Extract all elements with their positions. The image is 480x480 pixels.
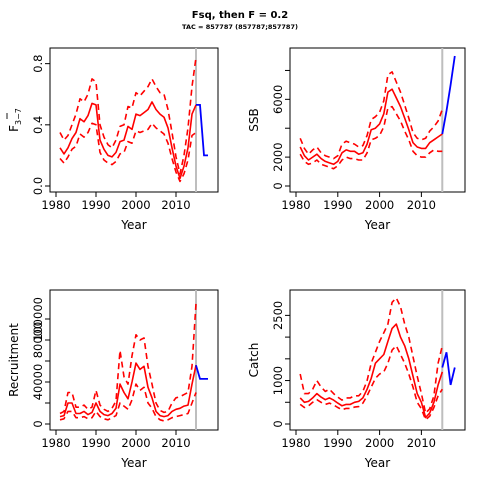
series-lower-line [59, 383, 197, 422]
x-tick-label: 1990 [81, 436, 110, 450]
y-axis-label: Recruitment [7, 323, 21, 397]
x-tick-label: 2000 [365, 198, 394, 212]
y-tick-label: 0.8 [31, 54, 45, 72]
series-lower-line [299, 344, 443, 421]
x-tick-label: 1980 [281, 436, 310, 450]
x-tick-label: 2010 [161, 436, 190, 450]
x-axis-label: Year [120, 456, 146, 470]
series-estimate-line [59, 362, 197, 418]
series-estimate-line [299, 323, 444, 419]
x-tick-label: 2000 [365, 436, 394, 450]
x-tick-label: 2000 [121, 436, 150, 450]
x-tick-label: 2010 [407, 436, 436, 450]
plot-frame [49, 289, 219, 431]
x-tick-label: 1980 [41, 436, 70, 450]
y-axis-label-subscript: 3−7 [14, 108, 23, 125]
projection-line [196, 104, 208, 157]
series-estimate-line [299, 88, 443, 166]
y-tick-label: 2000 [271, 142, 285, 171]
y-axis-label: SSB [247, 108, 261, 131]
x-tick-label: 2000 [121, 198, 150, 212]
y-tick-label: 0.0 [31, 177, 45, 195]
y-axis-label: F3−7 [7, 108, 23, 132]
y-tick-label: 2500 [271, 301, 285, 330]
y-tick-label: 100000 [31, 297, 45, 341]
y-axis-label-main: F [7, 125, 21, 132]
y-tick-label: 0 [271, 420, 285, 427]
projection-line [441, 352, 456, 386]
y-tick-label: 0 [271, 182, 285, 189]
y-tick-label: 0 [31, 420, 45, 427]
y-tick-label: 1000 [271, 366, 285, 395]
x-tick-label: 1980 [281, 198, 310, 212]
x-tick-label: 1990 [323, 198, 352, 212]
panel-2: 1980 1990 2000 2010 0 2000 6000 Year SSB [247, 47, 466, 232]
x-axis-label: Year [120, 218, 146, 232]
y-tick-label: 6000 [271, 85, 285, 114]
y-tick-label: 80000 [31, 322, 45, 359]
panel-4: 1980 1990 2000 2010 0 1000 2500 Year Catch [247, 289, 466, 470]
series-estimate-line [59, 101, 197, 180]
y-tick-label: 40000 [31, 364, 45, 401]
x-tick-label: 1990 [323, 436, 352, 450]
projection-line [441, 55, 456, 135]
y-tick-label: 0.4 [31, 116, 45, 134]
series-upper-line [59, 57, 197, 175]
series-upper-line [299, 297, 444, 414]
y-axis-label: Catch [247, 343, 261, 378]
plot-frame [49, 47, 219, 193]
panel-1: 1980 1990 2000 2010 0.0 0.4 0.8 Year F3−7 [6, 47, 219, 232]
x-tick-label: 2010 [407, 198, 436, 212]
series-lower-line [59, 122, 197, 183]
series-upper-line [299, 71, 444, 160]
figure-title: Fsq, then F = 0.2 [191, 10, 289, 21]
x-axis-label: Year [364, 218, 390, 232]
figure-subtitle: TAC = 857787 (857787;857787) [182, 23, 298, 31]
plot-frame [289, 289, 466, 431]
series-upper-line [59, 303, 197, 415]
x-tick-label: 1990 [81, 198, 110, 212]
plot-frame [289, 47, 466, 193]
x-axis-label: Year [364, 456, 390, 470]
series-lower-line [299, 105, 443, 170]
x-tick-label: 1980 [41, 198, 70, 212]
projection-line [195, 364, 208, 380]
x-tick-label: 2010 [161, 198, 190, 212]
